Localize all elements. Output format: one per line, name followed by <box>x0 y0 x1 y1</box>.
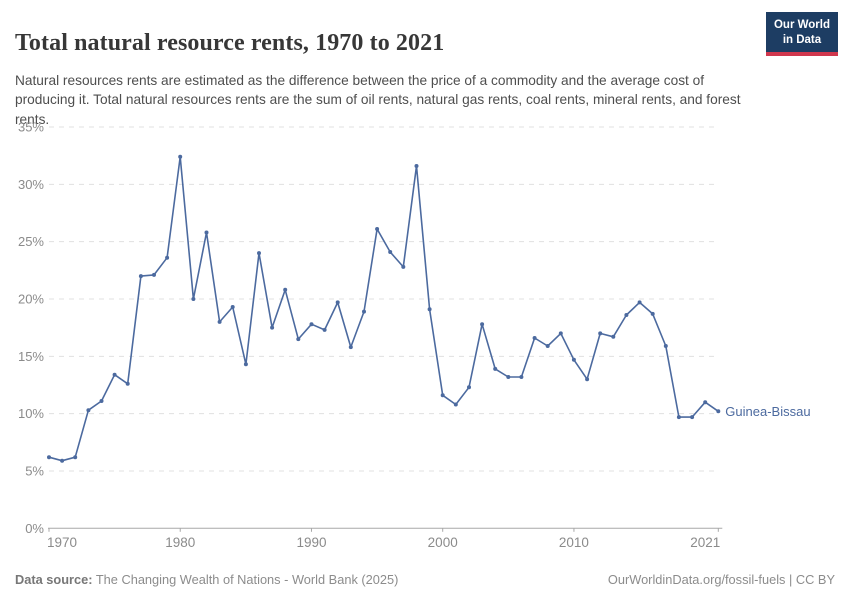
data-point <box>165 255 170 260</box>
data-point <box>598 331 603 336</box>
data-point <box>663 344 668 348</box>
owid-logo-line2: in Data <box>782 33 822 46</box>
data-point <box>480 322 485 327</box>
data-point <box>230 305 235 309</box>
data-point <box>243 362 248 367</box>
data-point <box>440 393 445 398</box>
data-point <box>519 375 524 379</box>
data-point <box>86 408 91 413</box>
chart-footer: Data source: The Changing Wealth of Nati… <box>15 572 835 587</box>
y-axis-tick-label: 35% <box>18 120 44 135</box>
y-axis-tick-label: 25% <box>18 234 44 249</box>
page-title: Total natural resource rents, 1970 to 20… <box>15 30 445 57</box>
data-point <box>125 381 130 386</box>
data-point <box>427 307 432 312</box>
owid-logo[interactable]: Our World in Data <box>765 12 838 56</box>
data-point <box>388 250 393 254</box>
data-point <box>375 227 380 231</box>
x-axis-tick-label: 2021 <box>690 535 720 550</box>
entity-label[interactable]: Guinea-Bissau <box>725 404 810 419</box>
data-point <box>309 322 314 327</box>
data-point <box>362 309 366 314</box>
data-point <box>191 297 196 301</box>
y-axis-tick-label: 30% <box>18 177 44 192</box>
data-source-label: Data source: <box>15 572 93 587</box>
data-point <box>257 251 261 256</box>
data-point <box>112 372 117 377</box>
data-point <box>545 344 550 348</box>
data-point <box>558 331 563 336</box>
y-axis-tick-label: 5% <box>25 463 44 478</box>
data-point <box>716 409 721 414</box>
data-point <box>60 458 65 463</box>
x-axis-tick-label: 1980 <box>165 535 195 550</box>
x-axis-tick-label: 1990 <box>296 535 326 550</box>
data-point <box>73 455 78 460</box>
data-point <box>296 337 301 342</box>
data-source: Data source: The Changing Wealth of Nati… <box>15 572 398 587</box>
y-axis-tick-label: 15% <box>18 349 44 364</box>
data-point <box>611 334 616 339</box>
data-point <box>467 385 471 390</box>
data-point <box>270 325 275 330</box>
data-point <box>624 313 629 317</box>
owid-logo-line1: Our World <box>773 19 830 31</box>
data-point <box>703 400 708 405</box>
series-line <box>48 156 720 462</box>
data-point <box>532 336 537 340</box>
data-point <box>138 274 143 279</box>
data-point <box>453 402 458 407</box>
data-point <box>178 154 183 159</box>
data-point <box>493 366 498 371</box>
data-point <box>690 415 695 420</box>
data-point <box>637 300 642 305</box>
data-point <box>322 327 327 332</box>
x-axis-tick-label: 2000 <box>428 535 458 550</box>
data-point <box>414 164 419 168</box>
x-axis-tick-label: 1970 <box>47 535 77 550</box>
data-point <box>401 264 406 269</box>
data-point <box>99 399 104 403</box>
chart-subtitle: Natural resources rents are estimated as… <box>15 72 741 128</box>
data-point <box>47 455 51 460</box>
data-point <box>506 375 511 379</box>
data-point <box>650 311 655 316</box>
data-point <box>204 230 209 235</box>
data-point <box>585 377 590 382</box>
y-axis-tick-label: 20% <box>18 291 44 306</box>
data-point <box>348 345 353 350</box>
data-point <box>152 272 156 277</box>
data-point <box>335 300 340 305</box>
data-source-text: The Changing Wealth of Nations - World B… <box>92 572 399 587</box>
y-axis-tick-label: 10% <box>18 406 44 421</box>
y-axis-tick-label: 0% <box>25 521 44 536</box>
x-axis-tick-label: 2010 <box>559 535 589 550</box>
data-point <box>676 415 681 420</box>
data-point <box>217 319 222 324</box>
data-point <box>283 287 288 292</box>
credit-link[interactable]: OurWorldinData.org/fossil-fuels | CC BY <box>607 572 835 587</box>
data-point <box>571 357 576 362</box>
